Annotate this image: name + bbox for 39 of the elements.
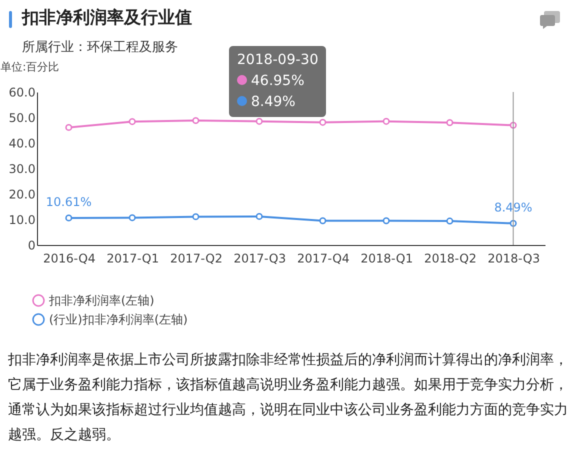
x-tick-label: 2018-Q1 [360,252,413,266]
x-tick-label: 2017-Q2 [170,252,222,266]
y-tick-label: 50.0 [8,111,36,125]
x-tick-label: 2017-Q3 [234,252,286,266]
x-tick-label: 2018-Q3 [488,252,540,266]
y-tick-label: 60.0 [8,86,36,100]
y-axis-title: 单位:百分比 [0,60,60,74]
point [192,117,200,124]
legend-label: 扣非净利润率(左轴) [48,294,154,308]
legend-label: (行业)扣非净利润率(左轴) [49,312,188,326]
point [128,118,136,126]
text: 扣非净利润率是依据上市公司所披露扣除非经常性损益后的净利润而计算得出的净利润率，它属于业务盈利能力指标，该指标值越高说明业务盈利能力越强。如果用于竞争实力分析，通常认为如果该指标超过行业均值越高，说明在同业中该公司业务盈利能力方面的竞争实力越强。反之越弱。 [8,351,569,445]
point [446,218,454,225]
chart-subtitle: 所属行业：环保工程及服务 [22,39,178,56]
point [319,217,326,224]
y-tick-label: 30.0 [8,162,36,176]
point [446,119,454,126]
point [256,212,263,220]
chart-title: 扣非净利润率及行业值 [22,7,192,29]
text: 46.95% [250,72,306,91]
point [65,124,72,131]
text: 2018-09-30 [237,51,318,70]
point [128,214,136,222]
annotation: 8.49% [250,93,296,112]
x-tick-label: 2016-Q4 [43,252,96,266]
point [65,214,72,222]
y-tick-label: 10.0 [8,213,36,227]
y-tick-label: 20.0 [8,188,36,202]
x-tick-label: 2017-Q4 [297,252,350,266]
point [319,118,326,126]
point [382,217,390,224]
y-tick-label: 0 [28,238,36,252]
point [256,118,263,125]
x-tick-label: 2017-Q1 [106,252,159,266]
y-tick-label: 40.0 [8,136,36,150]
data-label: 10.61% [46,194,92,209]
point [192,213,200,220]
x-tick-label: 2018-Q2 [424,252,476,266]
point [382,118,390,125]
